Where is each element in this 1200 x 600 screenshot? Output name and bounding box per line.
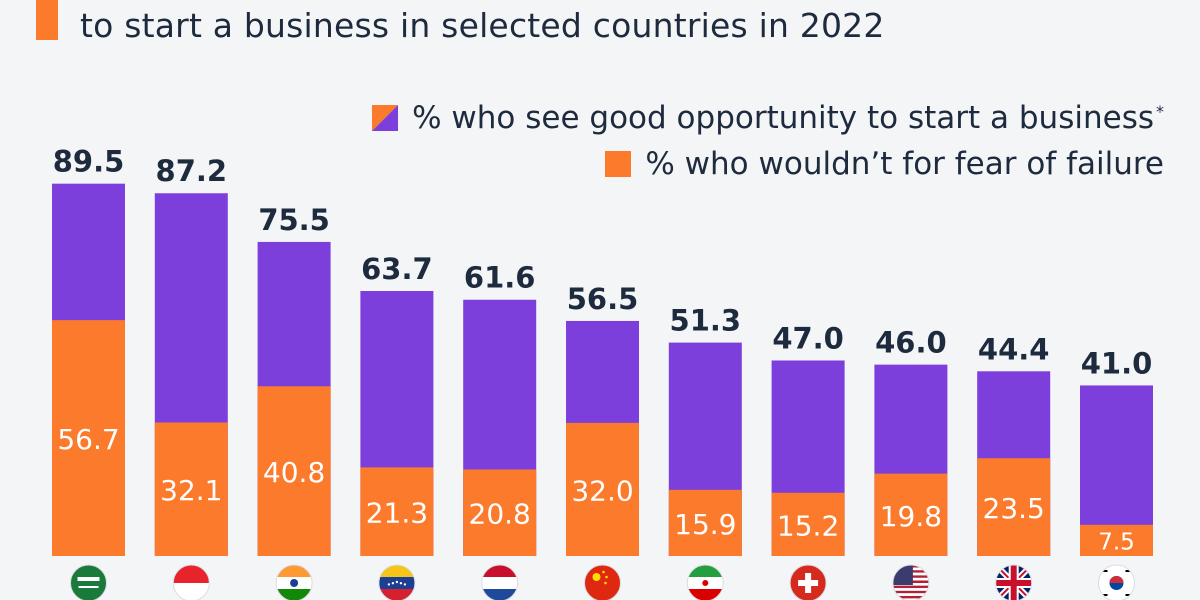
- opportunity-value-label: 87.2: [156, 154, 228, 188]
- footnote-marker: *: [1156, 101, 1164, 121]
- opportunity-value-label: 41.0: [1081, 346, 1153, 380]
- bar-group: 41.0 7.5: [1080, 346, 1153, 600]
- fear-value-label: 23.5: [983, 492, 1045, 525]
- fear-value-label: 15.2: [777, 509, 839, 542]
- fear-bar: [977, 458, 1051, 556]
- fear-value-label: 32.1: [160, 474, 222, 507]
- netherlands-flag: [481, 564, 519, 600]
- bar-group: 75.5 40.8: [257, 203, 331, 600]
- opportunity-value-label: 75.5: [258, 203, 330, 237]
- bar-group: 87.2 32.1: [154, 154, 228, 600]
- bar-group: 56.5 32.0: [566, 282, 639, 600]
- bar-group: 44.4 23.5: [977, 332, 1051, 600]
- opportunity-value-label: 46.0: [875, 326, 947, 360]
- legend-label-fear: % who wouldn’t for fear of failure: [645, 146, 1164, 182]
- chart-title: to start a business in selected countrie…: [80, 6, 885, 45]
- indonesia-flag: [172, 564, 210, 600]
- fear-value-label: 40.8: [263, 456, 325, 489]
- bar-group: 46.0 19.8: [874, 326, 948, 600]
- fear-bar: [52, 320, 125, 556]
- united-kingdom-flag: [995, 564, 1033, 600]
- fear-bar: [771, 492, 845, 556]
- fear-bar: [566, 422, 639, 556]
- legend-item-fear: % who wouldn’t for fear of failure: [372, 141, 1164, 187]
- legend-label-opportunity: % who see good opportunity to start a bu…: [412, 100, 1164, 136]
- fear-bar: [154, 422, 228, 556]
- fear-swatch-icon: [605, 151, 632, 177]
- fear-value-label: 56.7: [57, 423, 119, 456]
- legend-item-opportunity: % who see good opportunity to start a bu…: [372, 95, 1164, 141]
- opportunity-value-label: 51.3: [670, 304, 742, 338]
- fear-value-label: 20.8: [469, 498, 531, 531]
- saudi-arabia-flag: [70, 564, 107, 600]
- opportunity-value-label: 47.0: [772, 321, 844, 355]
- chart-legend: % who see good opportunity to start a bu…: [372, 95, 1164, 187]
- united-states-flag: [892, 564, 930, 600]
- fear-bar: [257, 386, 331, 556]
- fear-bar: [463, 469, 537, 556]
- fear-bar: [874, 473, 948, 556]
- bar-group: 61.6 20.8: [463, 261, 537, 600]
- opportunity-value-label: 56.5: [567, 282, 639, 316]
- bar-group: 47.0 15.2: [771, 321, 845, 600]
- india-flag: [275, 564, 313, 600]
- opportunity-swatch-icon: [372, 105, 399, 131]
- bar-group: 89.5 56.7: [52, 145, 125, 600]
- fear-bar: [360, 467, 434, 556]
- chart-header: to start a business in selected countrie…: [0, 0, 1200, 60]
- switzerland-flag: [789, 564, 827, 600]
- fear-bar: [1080, 524, 1153, 556]
- opportunity-value-label: 89.5: [53, 145, 125, 179]
- bar-group: 63.7 21.3: [360, 252, 434, 600]
- fear-value-label: 32.0: [571, 474, 633, 507]
- opportunity-value-label: 63.7: [361, 252, 433, 286]
- title-accent-bar: [36, 0, 58, 40]
- fear-value-label: 15.9: [674, 508, 736, 541]
- china-flag: [584, 564, 621, 600]
- fear-value-label: 21.3: [366, 497, 428, 530]
- bar-group: 51.3 15.9: [668, 304, 742, 600]
- fear-value-label: 7.5: [1098, 529, 1135, 555]
- opportunity-value-label: 61.6: [464, 261, 536, 295]
- fear-bar: [668, 489, 742, 556]
- opportunity-value-label: 44.4: [978, 332, 1050, 366]
- venezuela-flag: [378, 564, 416, 600]
- fear-value-label: 19.8: [880, 500, 942, 533]
- south-korea-flag: [1098, 564, 1135, 600]
- iran-flag: [686, 564, 724, 600]
